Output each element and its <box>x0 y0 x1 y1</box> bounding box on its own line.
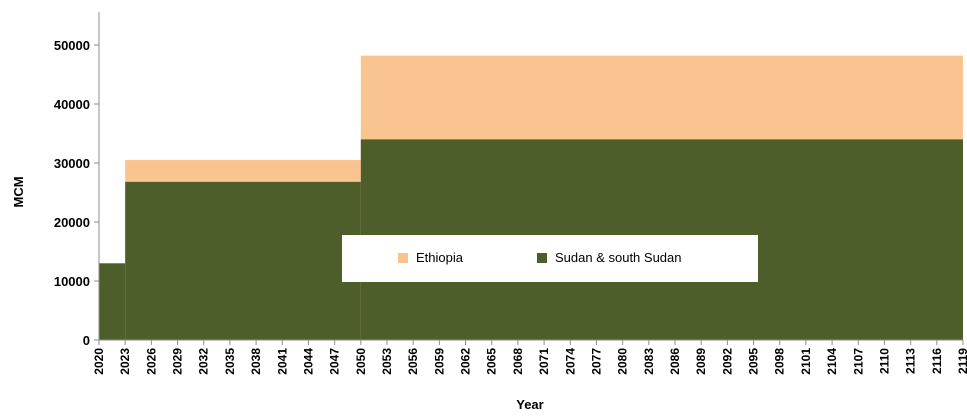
x-tick-label: 2038 <box>249 348 263 375</box>
y-tick-label: 50000 <box>54 38 90 53</box>
legend-box <box>342 235 758 282</box>
area-sudan-2020-2023 <box>99 263 126 340</box>
x-axis-title: Year <box>516 397 543 412</box>
x-tick-label: 2023 <box>118 348 132 375</box>
legend-label-ethiopia: Ethiopia <box>416 250 464 265</box>
x-tick-label: 2071 <box>537 348 551 375</box>
x-tick-label: 2074 <box>563 348 577 375</box>
x-ticks: 2020 2023 2026 2029 2032 2035 2038 2041 2044 2047… <box>92 340 967 375</box>
y-tick-label: 20000 <box>54 215 90 230</box>
axes <box>98 12 963 341</box>
x-tick-label: 2113 <box>904 348 918 374</box>
area-sudan-2023-2050 <box>125 181 361 340</box>
legend-swatch-ethiopia <box>398 253 408 263</box>
y-axis-title: MCM <box>11 176 26 207</box>
legend-swatch-sudan <box>537 253 547 263</box>
y-tick-label: 30000 <box>54 156 90 171</box>
y-tick-label: 10000 <box>54 274 90 289</box>
x-tick-label: 2089 <box>694 348 708 375</box>
y-tick-label: 40000 <box>54 97 90 112</box>
x-tick-label: 2098 <box>773 348 787 375</box>
x-tick-label: 2062 <box>459 348 473 375</box>
x-tick-label: 2020 <box>92 348 106 375</box>
y-ticks: 0 10000 20000 30000 40000 50000 <box>54 38 99 348</box>
x-tick-label: 2041 <box>275 348 289 375</box>
x-tick-label: 2029 <box>171 348 185 375</box>
x-tick-label: 2086 <box>668 348 682 375</box>
x-tick-label: 2059 <box>432 348 446 375</box>
x-tick-label: 2068 <box>511 348 525 375</box>
x-tick-label: 2104 <box>825 348 839 375</box>
x-tick-label: 2095 <box>747 348 761 375</box>
x-tick-label: 2047 <box>328 348 342 375</box>
x-tick-label: 2080 <box>616 348 630 375</box>
x-tick-label: 2119 <box>956 348 967 374</box>
x-tick-label: 2035 <box>223 348 237 375</box>
x-tick-label: 2083 <box>642 348 656 375</box>
x-tick-label: 2044 <box>301 348 315 375</box>
x-tick-label: 2107 <box>851 348 865 375</box>
x-tick-label: 2077 <box>589 348 603 375</box>
x-tick-label: 2101 <box>799 348 813 375</box>
y-tick-label: 0 <box>83 333 90 348</box>
legend: Ethiopia Sudan & south Sudan <box>342 235 758 282</box>
plot-areas <box>99 55 963 341</box>
x-tick-label: 2092 <box>720 348 734 375</box>
legend-label-sudan: Sudan & south Sudan <box>555 250 682 265</box>
x-tick-label: 2116 <box>930 348 944 374</box>
x-tick-label: 2065 <box>485 348 499 375</box>
x-tick-label: 2050 <box>354 348 368 375</box>
x-tick-label: 2032 <box>197 348 211 375</box>
x-tick-label: 2056 <box>406 348 420 375</box>
x-tick-label: 2053 <box>380 348 394 375</box>
x-tick-label: 2026 <box>144 348 158 375</box>
x-tick-label: 2110 <box>877 348 891 374</box>
